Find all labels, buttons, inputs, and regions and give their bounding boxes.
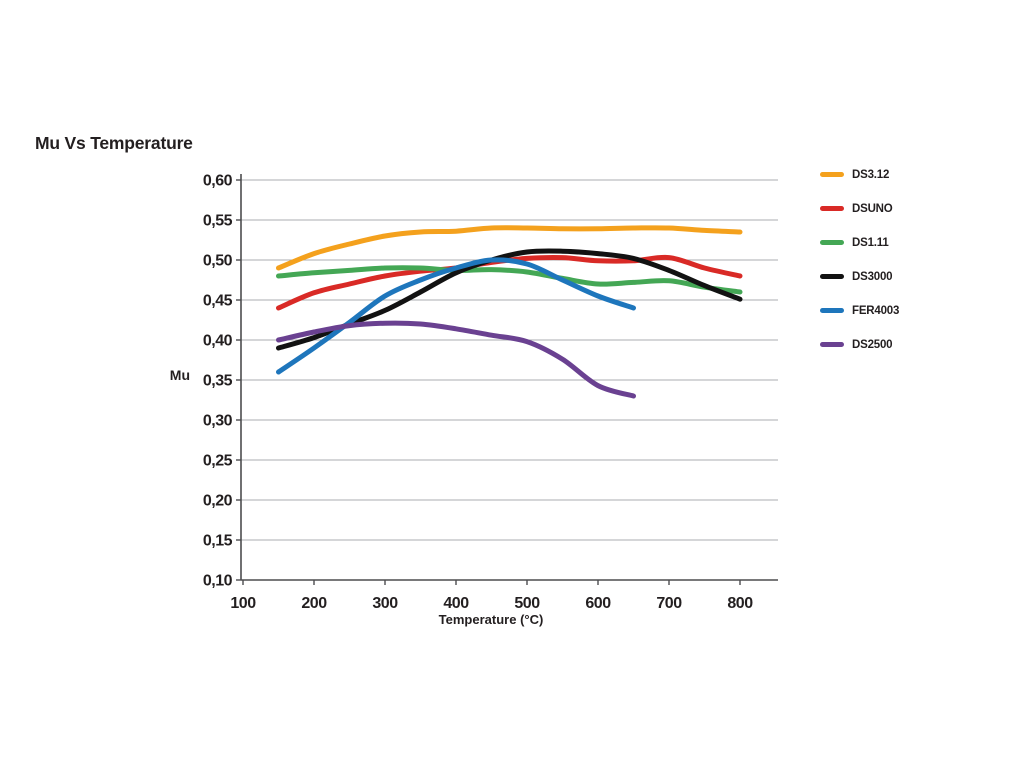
legend-label: DS2500 — [852, 338, 893, 351]
legend-label: DSUNO — [852, 202, 893, 215]
legend-label: FER4003 — [852, 304, 900, 317]
legend-swatch-icon — [820, 308, 844, 313]
y-tick-label: 0,25 — [203, 453, 233, 470]
y-tick-label: 0,20 — [203, 493, 233, 510]
x-tick-label: 200 — [301, 595, 327, 612]
legend-swatch-icon — [820, 342, 844, 347]
legend-label: DS3.12 — [852, 168, 890, 181]
x-tick-label: 600 — [585, 595, 611, 612]
y-tick-label: 0,15 — [203, 533, 233, 550]
legend-swatch-icon — [820, 172, 844, 177]
legend-item-DSUNO: DSUNO — [820, 202, 899, 215]
x-tick-label: 300 — [372, 595, 398, 612]
legend-item-FER4003: FER4003 — [820, 304, 899, 317]
chart-title: Mu Vs Temperature — [35, 133, 193, 153]
legend-item-DS2500: DS2500 — [820, 338, 899, 351]
legend-label: DS1.11 — [852, 236, 889, 249]
y-axis-title: Mu — [170, 367, 190, 383]
x-tick-label: 100 — [230, 595, 256, 612]
legend-swatch-icon — [820, 240, 844, 245]
series-line-DS2500 — [276, 320, 636, 399]
y-tick-label: 0,10 — [203, 573, 233, 590]
x-tick-label: 700 — [656, 595, 682, 612]
y-tick-label: 0,30 — [203, 413, 233, 430]
y-tick-label: 0,45 — [203, 293, 233, 310]
legend-item-DS1.11: DS1.11 — [820, 236, 899, 249]
legend-label: DS3000 — [852, 270, 893, 283]
series-line-DS1.11 — [276, 265, 743, 295]
legend-swatch-icon — [820, 206, 844, 211]
legend-item-DS3000: DS3000 — [820, 270, 899, 283]
series-line-DS3000 — [276, 248, 743, 351]
chart-legend: DS3.12 DSUNO DS1.11 DS3000 FER4003 DS2500 — [820, 168, 899, 372]
y-tick-label: 0,50 — [203, 253, 233, 270]
y-tick-label: 0,35 — [203, 373, 233, 390]
x-tick-label: 500 — [514, 595, 540, 612]
series-line-FER4003 — [276, 257, 636, 375]
x-tick-label: 400 — [443, 595, 469, 612]
legend-item-DS3.12: DS3.12 — [820, 168, 899, 181]
y-tick-label: 0,55 — [203, 213, 233, 230]
legend-swatch-icon — [820, 274, 844, 279]
x-axis-title: Temperature (°C) — [439, 612, 544, 627]
y-tick-label: 0,40 — [203, 333, 233, 350]
series-line-DS3.12 — [276, 225, 743, 271]
x-tick-label: 800 — [727, 595, 753, 612]
y-tick-label: 0,60 — [203, 173, 233, 190]
